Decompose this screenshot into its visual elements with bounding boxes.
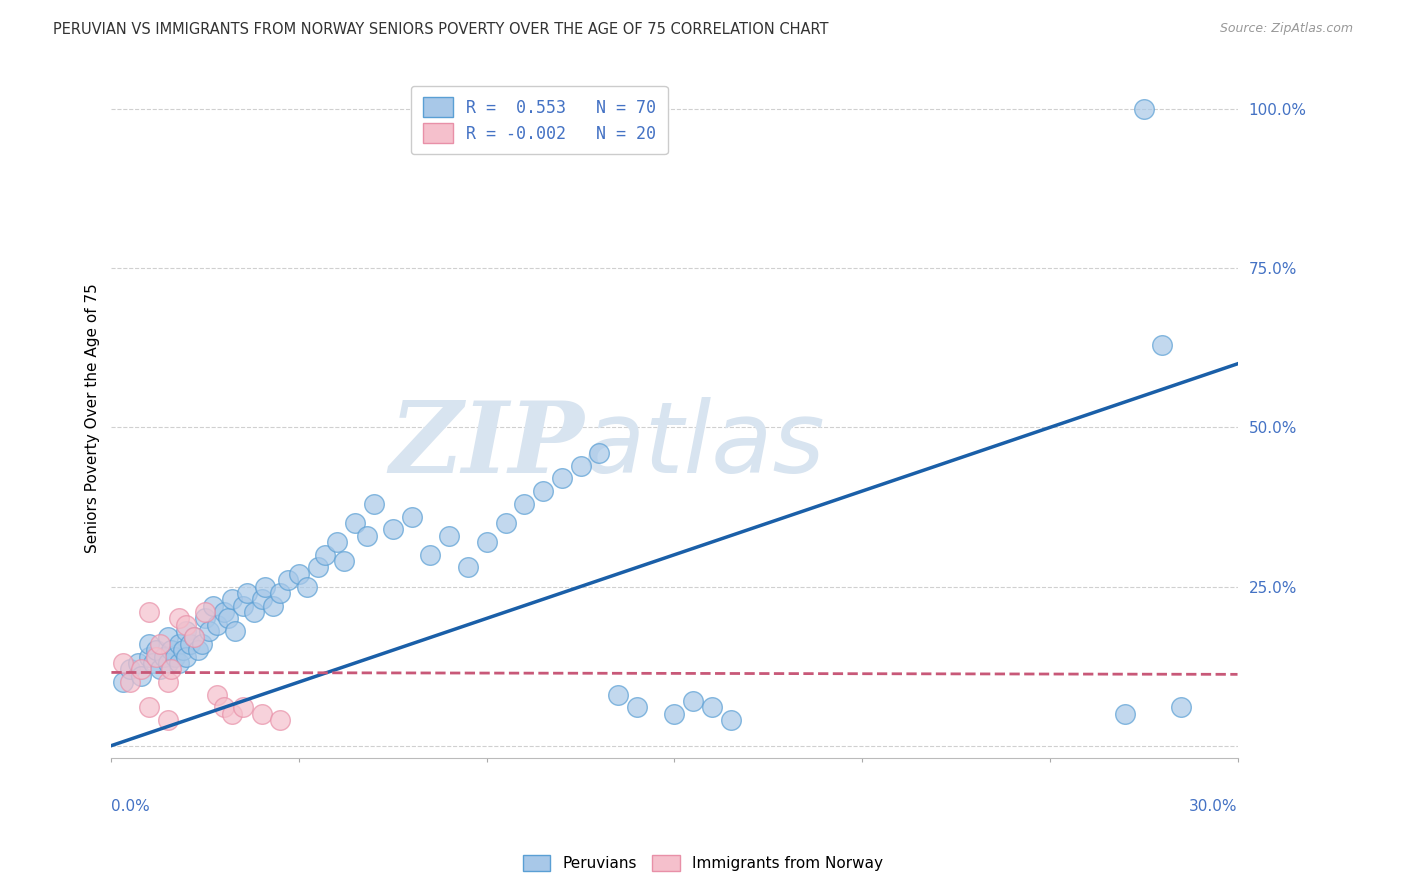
Point <box>307 560 329 574</box>
Point <box>531 484 554 499</box>
Point <box>217 611 239 625</box>
Point <box>295 580 318 594</box>
Point <box>325 535 347 549</box>
Point <box>187 643 209 657</box>
Point <box>160 662 183 676</box>
Point <box>165 649 187 664</box>
Text: atlas: atlas <box>585 397 825 493</box>
Point <box>475 535 498 549</box>
Point <box>176 624 198 638</box>
Point <box>401 509 423 524</box>
Point <box>495 516 517 530</box>
Point <box>138 700 160 714</box>
Point <box>179 637 201 651</box>
Point <box>205 617 228 632</box>
Point <box>145 649 167 664</box>
Point <box>700 700 723 714</box>
Point <box>269 586 291 600</box>
Point <box>149 662 172 676</box>
Point <box>131 668 153 682</box>
Point <box>160 643 183 657</box>
Point <box>153 649 176 664</box>
Point <box>250 592 273 607</box>
Point <box>224 624 246 638</box>
Point <box>138 649 160 664</box>
Point <box>149 637 172 651</box>
Point <box>720 713 742 727</box>
Point <box>167 637 190 651</box>
Point <box>142 656 165 670</box>
Point <box>138 605 160 619</box>
Point <box>167 656 190 670</box>
Point <box>138 637 160 651</box>
Point <box>221 706 243 721</box>
Point <box>194 611 217 625</box>
Point <box>551 471 574 485</box>
Point <box>156 631 179 645</box>
Text: 30.0%: 30.0% <box>1189 799 1237 814</box>
Point <box>156 656 179 670</box>
Point <box>156 675 179 690</box>
Point <box>333 554 356 568</box>
Text: Source: ZipAtlas.com: Source: ZipAtlas.com <box>1219 22 1353 36</box>
Point <box>127 656 149 670</box>
Point <box>205 688 228 702</box>
Point <box>250 706 273 721</box>
Point <box>513 497 536 511</box>
Point <box>120 662 142 676</box>
Point <box>212 700 235 714</box>
Point <box>235 586 257 600</box>
Point <box>626 700 648 714</box>
Point <box>1132 102 1154 116</box>
Point <box>131 662 153 676</box>
Point <box>607 688 630 702</box>
Point <box>232 700 254 714</box>
Point <box>198 624 221 638</box>
Point <box>419 548 441 562</box>
Text: ZIP: ZIP <box>389 397 585 493</box>
Point <box>172 643 194 657</box>
Point <box>111 656 134 670</box>
Point <box>1152 337 1174 351</box>
Point <box>288 566 311 581</box>
Point <box>344 516 367 530</box>
Point <box>232 599 254 613</box>
Point <box>664 706 686 721</box>
Point <box>439 528 461 542</box>
Point <box>569 458 592 473</box>
Point <box>167 611 190 625</box>
Point <box>314 548 336 562</box>
Point <box>194 605 217 619</box>
Text: PERUVIAN VS IMMIGRANTS FROM NORWAY SENIORS POVERTY OVER THE AGE OF 75 CORRELATIO: PERUVIAN VS IMMIGRANTS FROM NORWAY SENIO… <box>53 22 830 37</box>
Point <box>381 522 404 536</box>
Point <box>457 560 479 574</box>
Legend: Peruvians, Immigrants from Norway: Peruvians, Immigrants from Norway <box>517 849 889 877</box>
Point <box>682 694 704 708</box>
Point <box>588 446 610 460</box>
Legend: R =  0.553   N = 70, R = -0.002   N = 20: R = 0.553 N = 70, R = -0.002 N = 20 <box>411 86 668 154</box>
Point <box>145 643 167 657</box>
Y-axis label: Seniors Poverty Over the Age of 75: Seniors Poverty Over the Age of 75 <box>86 283 100 553</box>
Point <box>1114 706 1136 721</box>
Point <box>156 713 179 727</box>
Point <box>176 649 198 664</box>
Point <box>363 497 385 511</box>
Point <box>262 599 284 613</box>
Text: 0.0%: 0.0% <box>111 799 150 814</box>
Point <box>201 599 224 613</box>
Point <box>221 592 243 607</box>
Point <box>269 713 291 727</box>
Point <box>212 605 235 619</box>
Point <box>120 675 142 690</box>
Point <box>183 631 205 645</box>
Point <box>176 617 198 632</box>
Point <box>183 631 205 645</box>
Point <box>190 637 212 651</box>
Point <box>111 675 134 690</box>
Point <box>356 528 378 542</box>
Point <box>243 605 266 619</box>
Point <box>1170 700 1192 714</box>
Point <box>277 573 299 587</box>
Point <box>254 580 277 594</box>
